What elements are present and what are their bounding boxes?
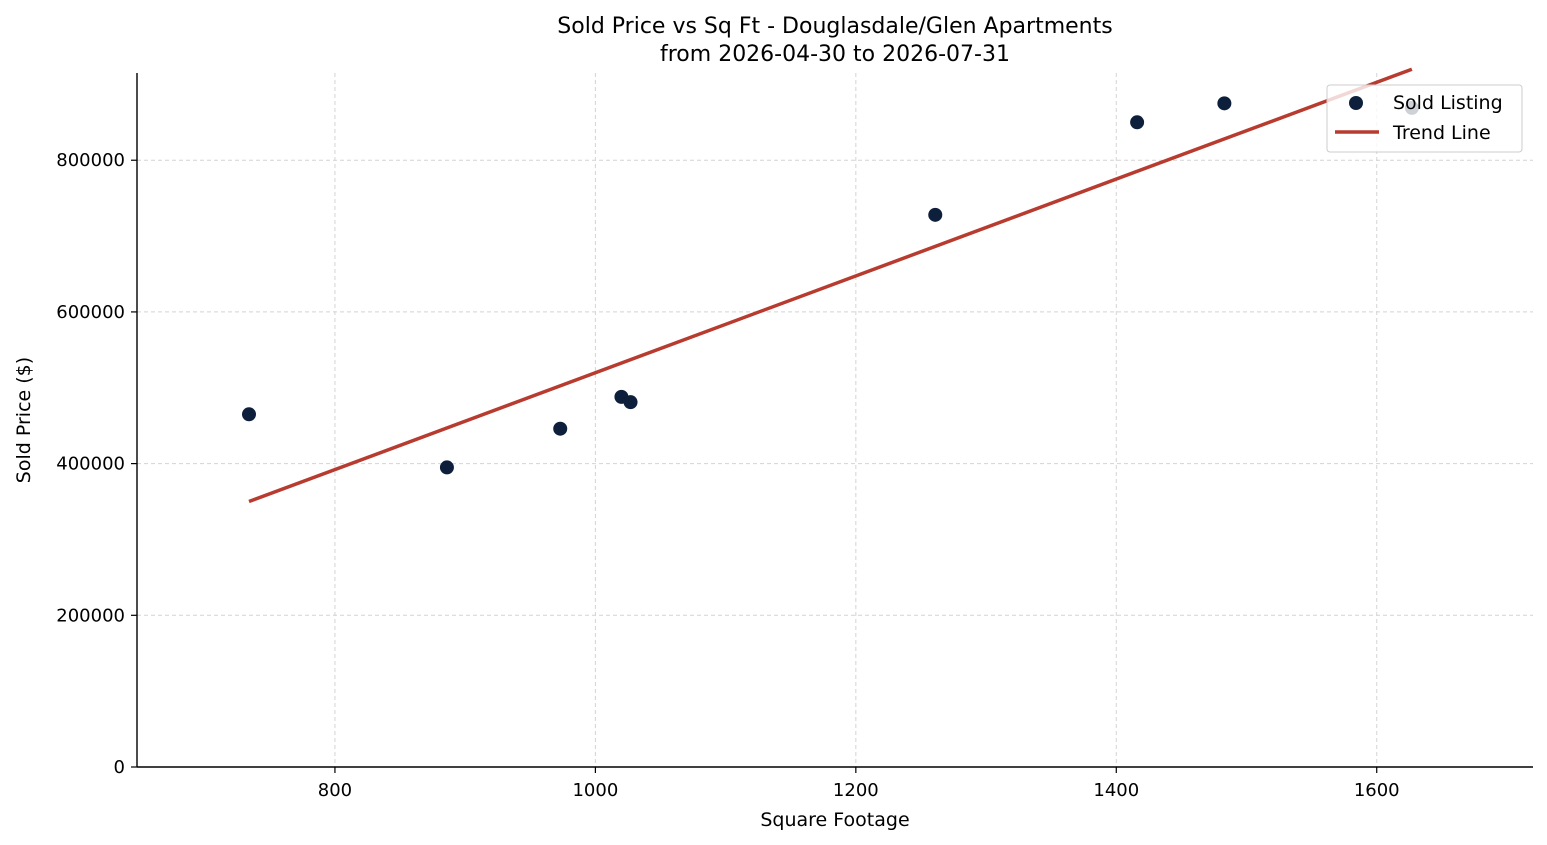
trend-line — [248, 67, 1413, 504]
y-tick-label: 600000 — [56, 302, 125, 323]
chart-title: Sold Price vs Sq Ft - Douglasdale/Glen A… — [557, 14, 1112, 39]
y-tick-label: 200000 — [56, 605, 125, 626]
x-tick-label: 1400 — [1093, 780, 1139, 801]
data-point — [553, 421, 568, 436]
legend-label-sold-listing: Sold Listing — [1393, 92, 1503, 114]
legend: Sold Listing Trend Line — [1326, 84, 1523, 153]
legend-label-trend-line: Trend Line — [1392, 122, 1491, 144]
trend-line-layer — [248, 67, 1413, 504]
data-point — [439, 460, 454, 475]
data-point — [241, 407, 256, 422]
legend-box — [1326, 84, 1523, 153]
grid-lines — [137, 73, 1533, 767]
data-point — [1217, 96, 1232, 111]
x-tick-label: 800 — [318, 780, 352, 801]
data-point — [1130, 115, 1145, 130]
data-point — [623, 395, 638, 410]
y-tick-label: 400000 — [56, 454, 125, 475]
axis-ticks: 800 1000 1200 1400 1600 0 200000 400000 600000 80… — [56, 150, 1399, 801]
y-axis-label: Sold Price ($) — [13, 357, 35, 483]
legend-marker-sold-listing — [1349, 96, 1363, 110]
x-axis-label: Square Footage — [760, 809, 909, 831]
data-point — [928, 207, 943, 222]
y-tick-label: 0 — [114, 757, 125, 778]
x-tick-label: 1200 — [833, 780, 879, 801]
y-tick-label: 800000 — [56, 150, 125, 171]
x-tick-label: 1000 — [572, 780, 618, 801]
chart-subtitle: from 2026-04-30 to 2026-07-31 — [660, 42, 1010, 67]
x-tick-label: 1600 — [1354, 780, 1400, 801]
